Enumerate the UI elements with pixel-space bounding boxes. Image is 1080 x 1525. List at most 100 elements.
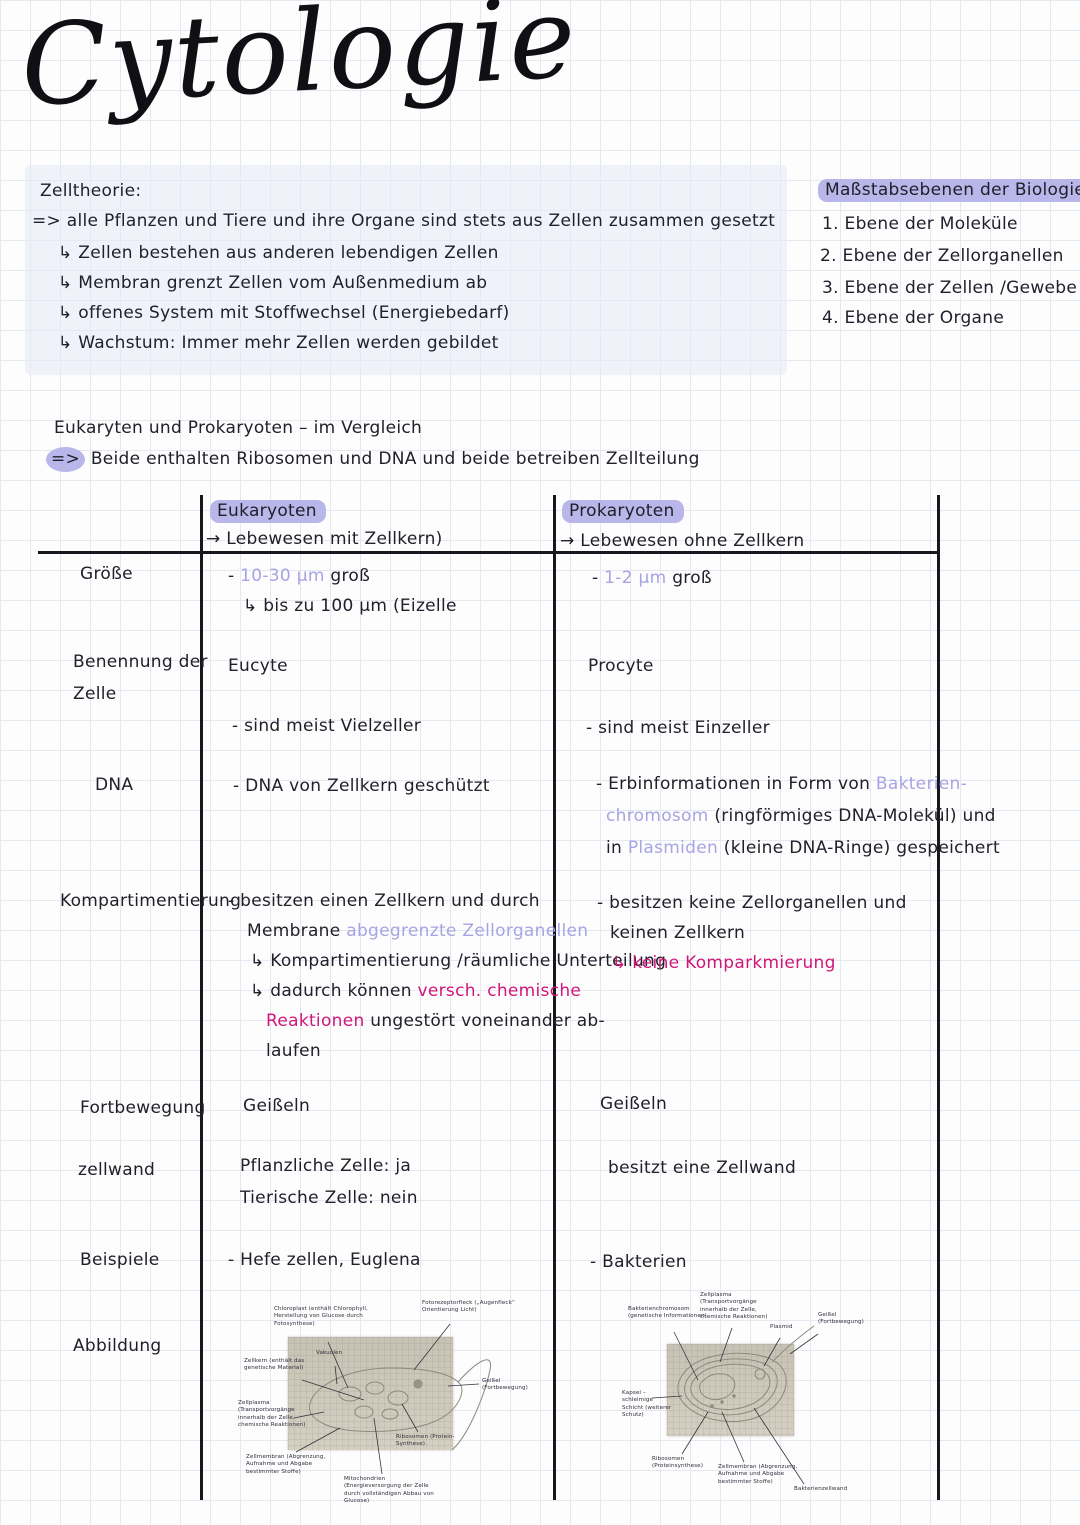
komp-euk-reaktionen: Reaktionen xyxy=(266,1011,365,1031)
prok-title-highlight: Prokaryoten xyxy=(562,500,684,523)
euglena-label-augenfleck: Fotorezeptorfleck („Augenfleck“ Orientie… xyxy=(422,1300,515,1314)
zelltheorie-heading: Zelltheorie: xyxy=(40,181,142,201)
euglena-sketch xyxy=(293,1323,492,1475)
zelltheorie-bullet: ↳ offenes System mit Stoffwechsel (Energ… xyxy=(58,303,510,323)
euglena-label-zellmembran: Zellmembran (Abgrenzung, Aufnahme und Ab… xyxy=(246,1454,326,1475)
komp-euk-line1: - besitzen einen Zellkern und durch xyxy=(228,891,540,911)
euk-title-highlight: Eukaryoten xyxy=(210,500,326,523)
massstabsebenen-item: 2. Ebene der Zellorganellen xyxy=(820,246,1064,266)
prok-column-subtitle: → Lebewesen ohne Zellkern xyxy=(560,531,805,551)
page-title: Cytologie xyxy=(18,0,581,132)
bakterium-label-plasmid: Plasmid xyxy=(770,1324,793,1330)
vergleich-lead: Beide enthalten Ribosomen und DNA und be… xyxy=(90,449,700,469)
row-label-abbildung: Abbildung xyxy=(73,1336,162,1356)
komp-euk-line4: ↳ dadurch können versch. chemische xyxy=(250,981,581,1001)
komp-prok-line2: keinen Zellkern xyxy=(610,923,746,943)
bakterium-label-ribosomen: Ribosomen (Proteinsynthese) xyxy=(652,1456,703,1470)
zelltheorie-lead: => alle Pflanzen und Tiere und ihre Orga… xyxy=(32,211,776,231)
fortbewegung-euk: Geißeln xyxy=(243,1096,311,1116)
row-label-fortbewegung: Fortbewegung xyxy=(80,1098,206,1118)
dna-prok-chromosom: chromosom xyxy=(606,806,709,826)
dna-prok-plasmiden: Plasmiden xyxy=(627,838,719,858)
zelltheorie-bullet: ↳ Membran grenzt Zellen vom Außenmedium … xyxy=(58,273,488,293)
row-label-zellwand: zellwand xyxy=(78,1160,156,1180)
table-vertical-line xyxy=(937,495,940,1500)
groesse-euk-line2: ↳ bis zu 100 µm (Eizelle xyxy=(243,596,457,616)
euglena-label-zellkern: Zellkern (enthält das genetische Materia… xyxy=(244,1358,305,1372)
massstabsebenen-item: 4. Ebene der Organe xyxy=(822,308,1005,328)
benennung-euk-name: Eucyte xyxy=(228,656,288,676)
euglena-label-vakuolen: Vakuolen xyxy=(316,1350,343,1356)
groesse-prok-rest: groß xyxy=(666,568,712,588)
dna-prok-l3c: (kleine DNA-Ringe) gespeichert xyxy=(718,838,1000,858)
euk-column-header: Eukaryoten xyxy=(210,500,326,523)
dna-prok-l2b: (ringförmiges DNA-Molekül) und xyxy=(708,806,996,826)
bakterium-label-chromosom: Bakterienchromosom (genetische Informati… xyxy=(628,1306,707,1320)
euk-column-subtitle: → Lebewesen mit Zellkern) xyxy=(206,529,443,549)
zelltheorie-bullet: ↳ Wachstum: Immer mehr Zellen werden geb… xyxy=(58,333,499,353)
zellwand-euk-line1: Pflanzliche Zelle: ja xyxy=(240,1156,412,1176)
beispiele-prok: - Bakterien xyxy=(590,1252,687,1272)
euglena-label-chloroplast: Chloroplast (enthält Chlorophyll, Herste… xyxy=(274,1306,368,1327)
benennung-euk-note: - sind meist Vielzeller xyxy=(232,716,422,736)
benennung-prok-name: Procyte xyxy=(588,656,654,676)
dna-prok-line2: chromosom (ringförmiges DNA-Molekül) und xyxy=(606,806,996,826)
komp-euk-l5b: ungestört voneinander ab- xyxy=(364,1011,605,1031)
euglena-label-mitochondrien: Mitochondrien (Energieversorgung der Zel… xyxy=(344,1476,434,1504)
massstabsebenen-item: 3. Ebene der Zellen /Gewebe xyxy=(822,278,1078,298)
vergleich-lead-line: => Beide enthalten Ribosomen und DNA und… xyxy=(46,447,700,472)
bakterium-label-zellplasma: Zellplasma (Transportvorgänge innerhalb … xyxy=(700,1292,768,1320)
vergleich-arrow-highlight: => xyxy=(46,447,86,472)
row-label-dna: DNA xyxy=(95,775,134,795)
vergleich-heading: Eukaryten und Prokaryoten – im Vergleich xyxy=(54,418,423,438)
dna-prok-line3: in Plasmiden (kleine DNA-Ringe) gespeich… xyxy=(606,838,1000,858)
groesse-euk-rest: groß xyxy=(324,566,371,586)
row-label-benennung: Benennung der xyxy=(73,652,208,672)
euglena-label-geissel: Geißel (Fortbewegung) xyxy=(482,1378,528,1392)
benennung-prok-note: - sind meist Einzeller xyxy=(586,718,770,738)
beispiele-euk: - Hefe zellen, Euglena xyxy=(228,1250,421,1270)
dna-prok-l1a: - Erbinformationen in Form von xyxy=(596,774,876,794)
fortbewegung-prok: Geißeln xyxy=(600,1094,668,1114)
bakterium-sketch xyxy=(651,1325,819,1485)
zellwand-prok: besitzt eine Zellwand xyxy=(608,1158,797,1178)
dna-euk: - DNA von Zellkern geschützt xyxy=(233,776,490,796)
euglena-label-ribosomen: Ribosomen (Protein-Synthese) xyxy=(396,1434,455,1448)
row-label-kompartimentierung: Kompartimentierung xyxy=(60,891,242,911)
row-label-groesse: Größe xyxy=(80,564,133,584)
dash: - xyxy=(228,566,241,586)
massstabsebenen-item: 1. Ebene der Moleküle xyxy=(822,214,1018,234)
zellwand-euk-line2: Tierische Zelle: nein xyxy=(240,1188,418,1208)
zelltheorie-bullet: ↳ Zellen bestehen aus anderen lebendigen… xyxy=(58,243,499,263)
bakterium-label-kapsel: Kapsel – schleimige Schicht (weiterer Sc… xyxy=(622,1390,672,1418)
groesse-euk-value: 10-30 µm xyxy=(240,566,325,586)
dna-prok-l3a: in xyxy=(606,838,628,858)
komp-euk-line3: ↳ Kompartimentierung /räumliche Untertei… xyxy=(250,951,667,971)
massstabsebenen-heading-highlight: Maßstabsebenen der Biologie: xyxy=(818,179,1080,202)
bakterium-label-zellmembran: Zellmembran (Abgrenzung, Aufnahme und Ab… xyxy=(718,1464,798,1485)
dna-prok-bakterien: Bakterien- xyxy=(875,774,968,794)
dna-prok-line1: - Erbinformationen in Form von Bakterien… xyxy=(596,774,967,794)
groesse-euk-line1: - 10-30 µm groß xyxy=(228,566,370,586)
bakterium-label-zellwand: Bakterienzellwand xyxy=(794,1486,848,1492)
komp-euk-organellen: abgegrenzte Zellorganellen xyxy=(346,921,589,941)
euglena-diagram: Chloroplast (enthält Chlorophyll, Herste… xyxy=(232,1292,542,1504)
komp-prok-line1: - besitzen keine Zellorganellen und xyxy=(597,893,907,913)
row-label-benennung2: Zelle xyxy=(73,684,117,704)
komp-euk-l4a: ↳ dadurch können xyxy=(250,981,418,1001)
bakterium-photo-background xyxy=(667,1344,794,1436)
table-horizontal-line xyxy=(38,551,940,554)
komp-euk-line2: Membrane abgegrenzte Zellorganellen xyxy=(247,921,588,941)
komp-euk-line6: laufen xyxy=(266,1041,321,1061)
komp-euk-l2a: Membrane xyxy=(247,921,347,941)
groesse-prok-line1: - 1-2 µm groß xyxy=(592,568,712,588)
row-label-beispiele: Beispiele xyxy=(80,1250,160,1270)
zelltheorie-section-background xyxy=(25,165,787,375)
table-vertical-line xyxy=(553,495,556,1500)
table-vertical-line xyxy=(200,495,203,1500)
dash: - xyxy=(592,568,605,588)
prok-column-header: Prokaryoten xyxy=(562,500,684,523)
groesse-prok-value: 1-2 µm xyxy=(604,568,667,588)
euglena-label-zellplasma: Zellplasma (Transportvorgänge innerhalb … xyxy=(238,1400,306,1428)
komp-prok-line3: ↳ keine Komparkmierung xyxy=(612,953,836,973)
